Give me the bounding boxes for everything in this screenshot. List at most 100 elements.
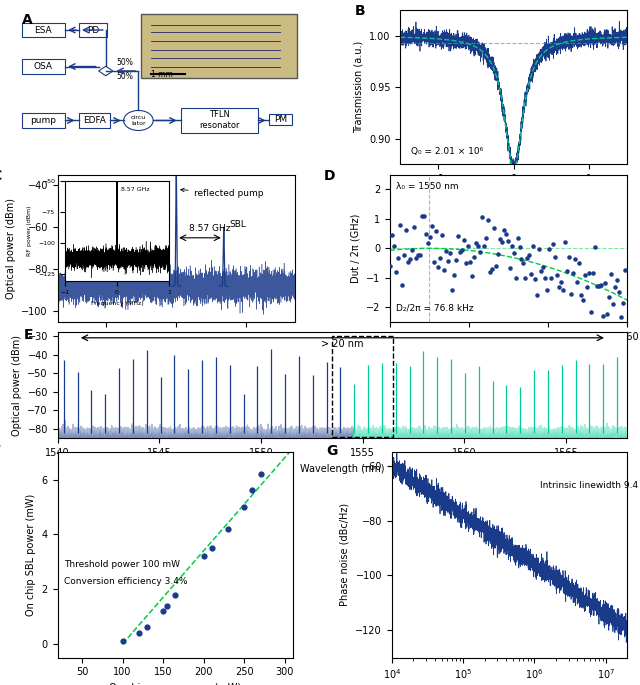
Point	[586, 307, 596, 318]
Point	[516, 253, 527, 264]
Text: λ₀ = 1550 nm: λ₀ = 1550 nm	[396, 182, 458, 191]
Point	[463, 240, 473, 251]
Point	[413, 249, 423, 260]
Polygon shape	[99, 66, 113, 76]
Point	[554, 282, 564, 292]
Text: Intrinsic linewidth 9.4 Hz: Intrinsic linewidth 9.4 Hz	[540, 481, 640, 490]
Point	[582, 282, 593, 292]
Point	[606, 269, 616, 279]
Point	[495, 234, 505, 245]
Point	[547, 273, 557, 284]
Point	[568, 268, 579, 279]
Point	[534, 244, 545, 255]
Point	[580, 269, 591, 280]
Point	[411, 253, 421, 264]
Point	[612, 275, 622, 286]
Point	[531, 274, 541, 285]
Point	[570, 253, 580, 264]
Point	[158, 606, 168, 616]
Y-axis label: On chip SBL power (mW): On chip SBL power (mW)	[26, 494, 36, 616]
Text: TFLN
resonator: TFLN resonator	[199, 110, 239, 129]
Point	[468, 251, 479, 262]
Point	[141, 622, 152, 633]
Text: B: B	[355, 4, 365, 18]
Point	[387, 230, 397, 241]
Y-axis label: Optical power (dBm): Optical power (dBm)	[12, 335, 22, 436]
Point	[532, 290, 543, 301]
Text: D: D	[323, 169, 335, 183]
Point	[502, 235, 513, 246]
Point	[584, 267, 595, 278]
Point	[451, 254, 461, 265]
Point	[445, 247, 455, 258]
Text: Conversion efficiency 3.4%: Conversion efficiency 3.4%	[64, 577, 188, 586]
Text: reflected pump: reflected pump	[180, 188, 263, 198]
Y-axis label: Optical power (dBm): Optical power (dBm)	[6, 198, 16, 299]
Point	[484, 266, 495, 277]
Point	[510, 272, 520, 283]
Point	[614, 286, 625, 297]
X-axis label: Wavelength (nm): Wavelength (nm)	[467, 347, 551, 358]
Point	[544, 243, 554, 254]
Text: 50%: 50%	[116, 58, 133, 67]
Point	[207, 543, 217, 553]
Point	[479, 240, 489, 251]
Point	[620, 265, 630, 276]
Point	[578, 295, 588, 306]
Point	[419, 211, 429, 222]
Point	[477, 211, 487, 222]
Point	[403, 256, 413, 267]
Text: pump: pump	[30, 116, 56, 125]
Point	[518, 258, 529, 269]
Point	[500, 229, 511, 240]
Point	[576, 289, 586, 300]
Point	[465, 257, 475, 268]
Text: F: F	[0, 444, 1, 458]
Text: Threshold power 100 mW: Threshold power 100 mW	[64, 560, 180, 569]
Point	[598, 310, 609, 321]
Point	[560, 236, 570, 247]
Point	[526, 269, 536, 280]
Point	[472, 241, 483, 252]
Point	[391, 266, 401, 277]
Point	[247, 485, 257, 496]
Point	[461, 258, 471, 269]
Bar	[22, 23, 65, 37]
Point	[602, 308, 612, 319]
X-axis label: On chip pump power (mW): On chip pump power (mW)	[109, 683, 241, 685]
Y-axis label: Phase noise (dBc/Hz): Phase noise (dBc/Hz)	[340, 503, 350, 606]
Point	[456, 244, 467, 255]
Point	[435, 252, 445, 263]
Text: OSA: OSA	[34, 62, 53, 71]
Point	[134, 627, 144, 638]
Point	[552, 269, 563, 280]
Point	[540, 273, 550, 284]
Point	[198, 551, 209, 562]
Text: PM: PM	[274, 115, 287, 124]
Text: 1 mm: 1 mm	[151, 70, 173, 79]
Point	[422, 237, 433, 248]
Y-axis label: Dᴜt / 2π (GHz): Dᴜt / 2π (GHz)	[350, 214, 360, 283]
Point	[524, 249, 534, 260]
Text: Q₀ = 2.01 × 10⁶: Q₀ = 2.01 × 10⁶	[412, 147, 484, 156]
Point	[513, 232, 523, 243]
Point	[239, 501, 250, 512]
Text: SBL: SBL	[229, 221, 246, 229]
Point	[618, 297, 628, 308]
Text: EDFA: EDFA	[83, 116, 106, 125]
Text: C: C	[0, 169, 1, 183]
X-axis label: Wavelength (nm): Wavelength (nm)	[300, 464, 385, 474]
Point	[470, 237, 481, 248]
Text: A: A	[22, 13, 33, 27]
Point	[436, 229, 447, 240]
Point	[590, 241, 600, 252]
Point	[429, 257, 439, 268]
Bar	[22, 60, 65, 74]
Point	[438, 264, 449, 275]
Point	[492, 249, 502, 260]
Point	[622, 325, 632, 336]
Point	[592, 281, 602, 292]
Bar	[181, 108, 258, 133]
Bar	[269, 114, 292, 125]
Point	[504, 263, 515, 274]
